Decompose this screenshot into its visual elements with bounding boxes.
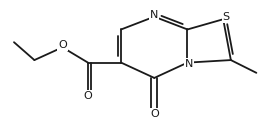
Text: S: S bbox=[223, 12, 230, 22]
Text: O: O bbox=[150, 109, 159, 119]
Text: N: N bbox=[150, 10, 158, 20]
Text: O: O bbox=[58, 40, 67, 50]
Text: O: O bbox=[84, 91, 92, 101]
Text: N: N bbox=[185, 59, 193, 69]
